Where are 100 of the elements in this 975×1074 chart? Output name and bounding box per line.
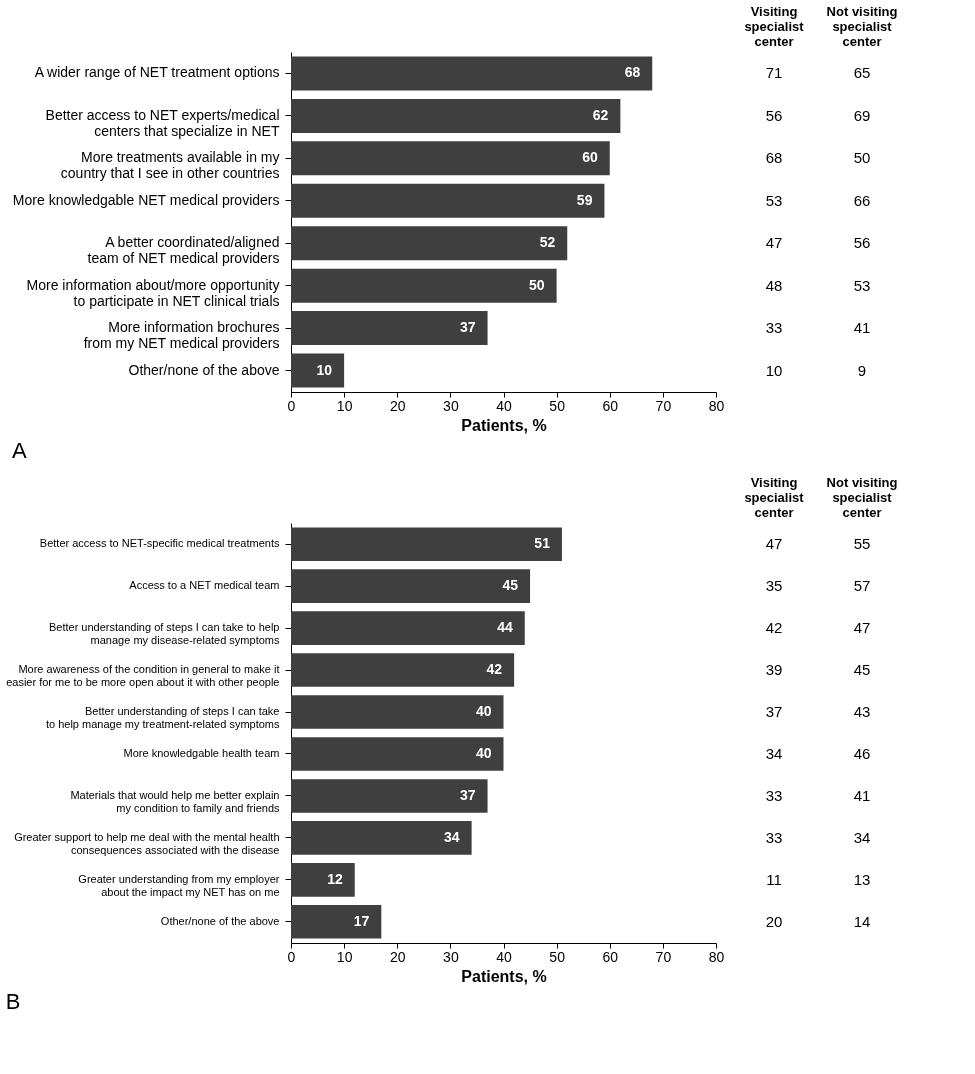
x-tick-label: 30 — [443, 948, 459, 965]
bar — [291, 183, 605, 218]
x-tick-label: 60 — [602, 397, 619, 414]
data-label: 42 — [765, 619, 783, 637]
data-label: 45 — [853, 661, 871, 679]
y-tick-label: More treatments available in my country that I see in other countries — [60, 149, 280, 182]
x-axis-title: Patients, % — [461, 416, 547, 434]
bar — [291, 779, 488, 813]
bar — [291, 56, 653, 91]
x-tick-label: 80 — [708, 397, 725, 414]
x-tick-label: 70 — [655, 397, 672, 414]
x-tick-label: Visiting specialist center — [744, 3, 805, 49]
data-label: 47 — [853, 619, 871, 637]
data-label: 42 — [486, 661, 503, 678]
y-tick-label: Materials that would help me better explain my condition to family and friends — [70, 788, 280, 814]
x-tick-label: 10 — [336, 948, 353, 965]
x-tick-label: Not visiting specialist center — [826, 474, 898, 520]
data-label: 66 — [853, 191, 871, 209]
x-tick-label: Visiting specialist center — [744, 474, 805, 520]
x-tick-label: Not visiting specialist center — [826, 3, 898, 49]
y-tick-label: More awareness of the condition in general to make it easier for me to be more open about it with other people — [6, 663, 280, 689]
x-tick-label: 30 — [443, 397, 459, 414]
y-tick-label: Better access to NET experts/medical centers that specialize in NET — [45, 106, 280, 139]
bar — [291, 311, 488, 346]
data-label: 43 — [853, 703, 871, 721]
data-label: 48 — [765, 276, 783, 294]
x-tick-label: 50 — [549, 397, 566, 414]
data-label: 55 — [853, 535, 871, 553]
data-label: 53 — [853, 276, 871, 294]
data-label: 14 — [853, 912, 871, 930]
y-tick-label: Greater understanding from my employer about the impact my NET has on me — [78, 872, 280, 898]
bar — [291, 695, 504, 729]
data-label: 34 — [853, 828, 871, 846]
data-label: 50 — [853, 149, 871, 167]
data-label: 41 — [853, 786, 871, 804]
y-tick-label: More information brochures from my NET medical providers — [83, 319, 280, 352]
y-tick-label: More information about/more opportunity to participate in NET clinical trials — [26, 276, 280, 309]
text: A — [12, 438, 28, 463]
x-tick-label: 80 — [708, 948, 725, 965]
bar — [291, 821, 472, 855]
x-tick-label: 0 — [287, 948, 296, 965]
data-label: 10 — [765, 361, 783, 379]
y-tick-label: Other/none of the above — [128, 361, 280, 378]
x-tick-label: 10 — [336, 397, 353, 414]
x-tick-label: 70 — [655, 948, 672, 965]
data-label: 45 — [502, 577, 519, 594]
y-tick-label: Better access to NET-specific medical treatments — [39, 537, 280, 550]
bar — [291, 569, 531, 603]
data-label: 68 — [765, 149, 783, 167]
x-tick-label: 0 — [287, 397, 296, 414]
bar — [291, 737, 504, 771]
data-label: 57 — [853, 577, 871, 595]
data-label: 33 — [765, 828, 783, 846]
data-label: 62 — [592, 106, 609, 123]
x-tick-label: 20 — [389, 948, 406, 965]
bar — [291, 905, 382, 939]
data-label: 33 — [765, 786, 783, 804]
data-label: 20 — [765, 912, 783, 930]
y-tick-label: Better understanding of steps I can take to help manage my treatment-related symptoms — [45, 705, 280, 731]
data-label: 65 — [853, 64, 871, 82]
bar — [291, 141, 610, 176]
data-label: 17 — [353, 912, 370, 929]
data-label: 47 — [765, 535, 783, 553]
data-label: 40 — [475, 744, 492, 761]
data-label: 10 — [316, 361, 333, 378]
y-tick-label: Other/none of the above — [160, 914, 280, 927]
x-tick-label: 40 — [496, 397, 512, 414]
y-tick-label: A better coordinated/aligned team of NET medical providers — [87, 234, 280, 267]
data-label: 46 — [853, 744, 871, 762]
data-label: 35 — [765, 577, 783, 595]
x-tick-label: 20 — [389, 397, 406, 414]
bar — [291, 98, 621, 133]
y-tick-label: A wider range of NET treatment options — [34, 64, 280, 81]
bar — [291, 611, 525, 645]
data-label: 40 — [475, 703, 492, 720]
bar — [291, 226, 568, 261]
bar — [291, 527, 562, 561]
data-label: 37 — [459, 786, 476, 803]
data-label: 60 — [582, 149, 598, 166]
x-tick-label: 50 — [549, 948, 566, 965]
data-label: 37 — [765, 703, 783, 721]
x-tick-label: 60 — [602, 948, 619, 965]
x-tick-label: 40 — [496, 948, 512, 965]
data-label: 56 — [853, 234, 871, 252]
data-label: 69 — [853, 106, 871, 124]
data-label: 71 — [765, 64, 783, 82]
data-label: 34 — [444, 828, 460, 845]
data-label: 39 — [765, 661, 783, 679]
data-label: 13 — [853, 870, 871, 888]
data-label: 47 — [765, 234, 783, 252]
data-label: 9 — [857, 361, 867, 379]
y-tick-label: More knowledgable health team — [123, 746, 280, 759]
y-tick-label: Greater support to help me deal with the mental health consequences associated with the disease — [14, 830, 280, 856]
bar — [291, 863, 355, 897]
data-label: 12 — [327, 870, 343, 887]
data-label: 41 — [853, 319, 871, 337]
bar — [291, 653, 515, 687]
data-label: 68 — [624, 64, 641, 81]
data-label: 51 — [534, 535, 551, 552]
data-label: 56 — [765, 106, 783, 124]
